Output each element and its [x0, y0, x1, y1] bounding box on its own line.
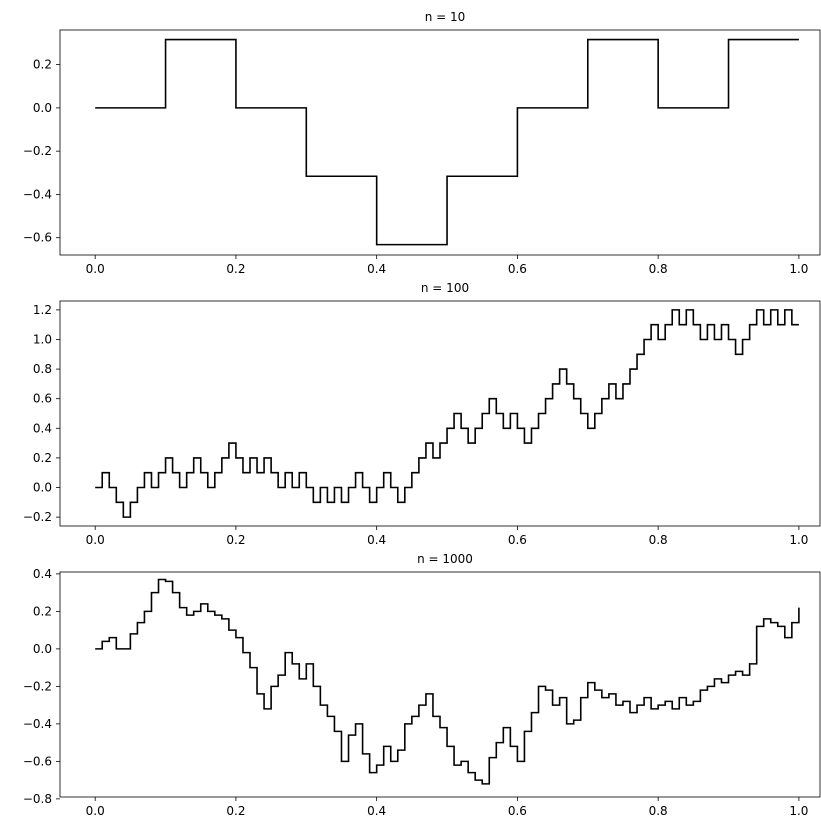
- y-tick-label: −0.2: [23, 679, 52, 693]
- y-tick-label: 0.8: [33, 362, 52, 376]
- y-axis-ticks: 0.4 0.2 0.0 −0.2 −0.4 −0.6 −0.8: [23, 567, 60, 806]
- y-tick-label: 1.2: [33, 303, 52, 317]
- y-tick-label: −0.4: [23, 187, 52, 201]
- x-tick-label: 1.0: [789, 533, 808, 547]
- series-line: [95, 309, 799, 518]
- x-tick-label: 0.8: [649, 262, 668, 276]
- subplot-title: n = 10: [425, 10, 466, 24]
- x-axis-ticks: 0.0 0.2 0.4 0.6 0.8 1.0: [86, 526, 808, 547]
- x-tick-label: 0.2: [226, 804, 245, 818]
- axes-frame: [59, 29, 821, 256]
- y-axis-ticks: 0.2 0.0 −0.2 −0.4 −0.6: [23, 58, 60, 245]
- x-tick-label: 0.0: [86, 262, 105, 276]
- y-tick-label: 0.0: [33, 642, 52, 656]
- subplot-n-10: n = 10 0.0 0.2 0.4 0.6 0.8 1.0 0.2 0.0 −0.2 −0.4…: [23, 10, 821, 276]
- x-tick-label: 0.2: [226, 533, 245, 547]
- x-tick-label: 0.4: [367, 262, 386, 276]
- x-tick-label: 0.2: [226, 262, 245, 276]
- y-tick-label: −0.8: [23, 792, 52, 806]
- y-tick-label: −0.2: [23, 510, 52, 524]
- subplot-n-1000: n = 1000 0.0 0.2 0.4 0.6 0.8 1.0 0.4 0.2 0.0 −0.…: [23, 552, 821, 818]
- x-tick-label: 1.0: [789, 262, 808, 276]
- y-tick-label: 0.6: [33, 392, 52, 406]
- y-tick-label: 0.2: [33, 451, 52, 465]
- x-axis-ticks: 0.0 0.2 0.4 0.6 0.8 1.0: [86, 255, 808, 276]
- x-tick-label: 1.0: [789, 804, 808, 818]
- y-tick-label: 0.2: [33, 58, 52, 72]
- x-tick-label: 0.6: [508, 804, 527, 818]
- series-line: [95, 578, 800, 785]
- y-tick-label: −0.2: [23, 144, 52, 158]
- y-axis-ticks: 1.2 1.0 0.8 0.6 0.4 0.2 0.0 −0.2: [23, 303, 60, 524]
- x-tick-label: 0.0: [86, 533, 105, 547]
- y-tick-label: −0.6: [23, 754, 52, 768]
- x-axis-ticks: 0.0 0.2 0.4 0.6 0.8 1.0: [86, 797, 808, 818]
- y-tick-label: 1.0: [33, 332, 52, 346]
- y-tick-label: 0.4: [33, 421, 52, 435]
- y-tick-label: 0.0: [33, 481, 52, 495]
- x-tick-label: 0.0: [86, 804, 105, 818]
- y-tick-label: −0.4: [23, 717, 52, 731]
- y-tick-label: 0.4: [33, 567, 52, 581]
- x-tick-label: 0.6: [508, 533, 527, 547]
- x-tick-label: 0.8: [649, 804, 668, 818]
- axes-frame: [59, 300, 821, 527]
- x-tick-label: 0.4: [367, 533, 386, 547]
- x-tick-label: 0.6: [508, 262, 527, 276]
- x-tick-label: 0.4: [367, 804, 386, 818]
- y-tick-label: 0.0: [33, 101, 52, 115]
- subplot-title: n = 100: [421, 281, 469, 295]
- axes-frame: [59, 571, 821, 798]
- series-line: [95, 38, 799, 246]
- y-tick-label: −0.6: [23, 231, 52, 245]
- x-tick-label: 0.8: [649, 533, 668, 547]
- subplot-n-100: n = 100 0.0 0.2 0.4 0.6 0.8 1.0 1.21.00.80.60…: [23, 281, 821, 547]
- y-tick-label: 0.2: [33, 604, 52, 618]
- subplot-title: n = 1000: [417, 552, 473, 566]
